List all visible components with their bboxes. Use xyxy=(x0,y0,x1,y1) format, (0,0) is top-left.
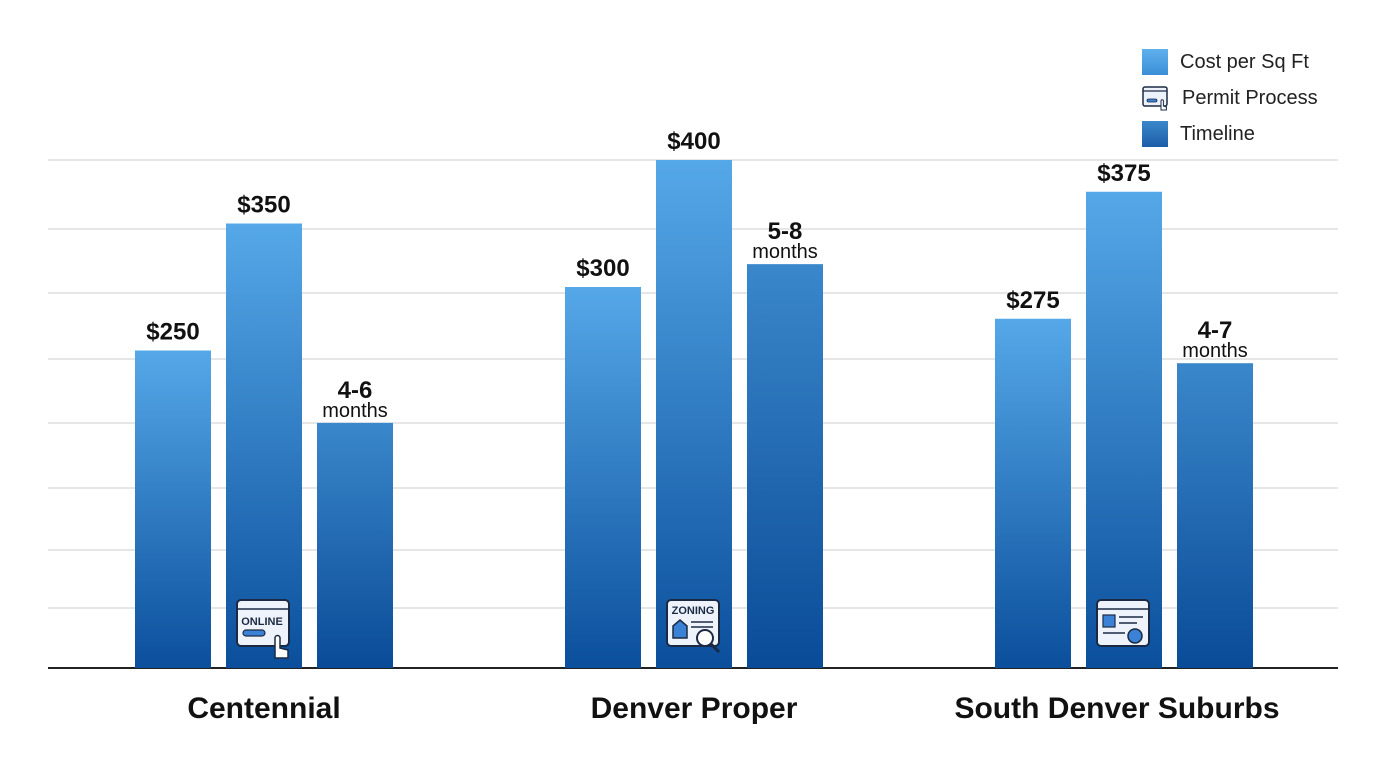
document-check-icon xyxy=(1096,599,1150,647)
house-icon xyxy=(672,619,688,639)
data-label-unit: months xyxy=(752,241,818,263)
data-label: $275 xyxy=(1006,287,1059,314)
data-label-unit: months xyxy=(1182,340,1248,362)
data-label: 4-7 xyxy=(1198,317,1233,344)
icon-button xyxy=(242,629,266,637)
bar-timeline xyxy=(317,422,393,668)
bar-cost-per-sq-ft xyxy=(565,287,641,668)
legend-swatch xyxy=(1142,49,1168,75)
legend-swatch xyxy=(1142,121,1168,147)
data-label: $300 xyxy=(576,255,629,282)
bar-permit-process xyxy=(226,223,302,668)
legend-item-permit: Permit Process xyxy=(1142,80,1318,116)
hand-cursor-icon xyxy=(274,634,289,659)
category-label: South Denver Suburbs xyxy=(954,692,1279,725)
data-label: $375 xyxy=(1097,160,1150,187)
check-icon xyxy=(1127,628,1143,644)
legend-item-cost: Cost per Sq Ft xyxy=(1142,44,1318,80)
data-label: $250 xyxy=(146,319,199,346)
online-permit-icon: ONLINE xyxy=(236,599,290,659)
legend-label: Timeline xyxy=(1180,122,1255,145)
bar-timeline xyxy=(1177,363,1253,668)
icon-text: ONLINE xyxy=(241,616,283,628)
icon-text: ZONING xyxy=(672,605,715,617)
category-label: Denver Proper xyxy=(591,692,798,725)
data-label: $400 xyxy=(667,128,720,155)
legend-item-timeline: Timeline xyxy=(1142,116,1318,152)
legend: Cost per Sq Ft Permit Process Timeline xyxy=(1142,44,1318,152)
data-label: 5-8 xyxy=(768,218,803,245)
data-label: 4-6 xyxy=(338,377,373,404)
legend-label: Permit Process xyxy=(1182,86,1318,109)
zoning-icon: ZONING xyxy=(666,599,721,654)
legend-label: Cost per Sq Ft xyxy=(1180,50,1309,73)
magnifier-handle xyxy=(709,642,721,654)
magnifier-icon xyxy=(696,629,714,647)
bar-permit-process xyxy=(656,160,732,668)
bar-cost-per-sq-ft xyxy=(995,318,1071,668)
icon-image xyxy=(1102,614,1116,628)
bar-cost-per-sq-ft xyxy=(135,350,211,668)
bar-permit-process xyxy=(1086,191,1162,668)
online-permit-icon xyxy=(1142,86,1168,111)
data-label-unit: months xyxy=(322,400,388,422)
category-label: Centennial xyxy=(187,692,340,725)
data-label: $350 xyxy=(237,192,290,219)
bar-timeline xyxy=(747,264,823,668)
